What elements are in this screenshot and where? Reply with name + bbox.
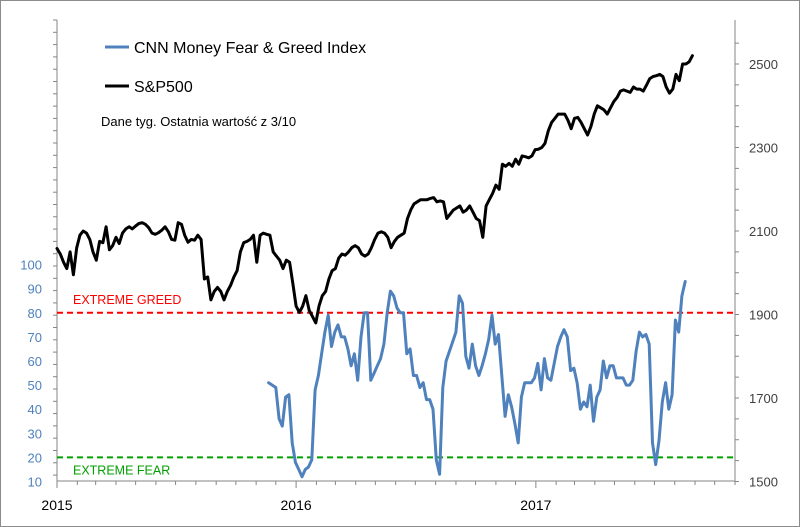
tick-marks [53, 19, 739, 488]
reference-lines: EXTREME GREED EXTREME FEAR [57, 293, 735, 477]
y-left-tick-label: 50 [28, 378, 42, 393]
x-tick-label: 2016 [281, 497, 312, 513]
series-line-fear-greed [267, 280, 687, 479]
legend-item-fear-greed: CNN Money Fear & Greed Index [105, 40, 366, 57]
y-left-tick-label: 10 [28, 475, 42, 490]
y-right-tick-label: 2100 [749, 224, 778, 239]
y-left-tick-label: 30 [28, 426, 42, 441]
y-left-tick-label: 20 [28, 450, 42, 465]
y-right-tick-label: 1700 [749, 391, 778, 406]
legend: CNN Money Fear & Greed Index S&P500 [105, 40, 366, 96]
series [55, 54, 694, 479]
x-tick-label: 2015 [41, 497, 72, 513]
legend-label-fear-greed: CNN Money Fear & Greed Index [134, 40, 366, 57]
y-right-tick-label: 2300 [749, 141, 778, 156]
legend-label-sp500: S&P500 [134, 79, 193, 96]
legend-item-sp500: S&P500 [105, 79, 193, 96]
y-left-tick-label: 80 [28, 306, 42, 321]
y-right-tick-label: 2500 [749, 57, 778, 72]
y-right-tick-label: 1500 [749, 475, 778, 490]
y-left-tick-label: 60 [28, 354, 42, 369]
reference-line-label: EXTREME GREED [73, 293, 181, 307]
y-left-tick-label: 70 [28, 330, 42, 345]
series-line-sp500 [55, 54, 694, 325]
y-left-tick-label: 40 [28, 402, 42, 417]
x-tick-label: 2017 [520, 497, 551, 513]
y-right-tick-label: 1900 [749, 308, 778, 323]
y-left-tick-label: 90 [28, 282, 42, 297]
chart-annotation: Dane tyg. Ostatnia wartość z 3/10 [101, 114, 296, 129]
reference-line-label: EXTREME FEAR [73, 463, 170, 477]
y-left-tick-label: 100 [20, 258, 42, 273]
